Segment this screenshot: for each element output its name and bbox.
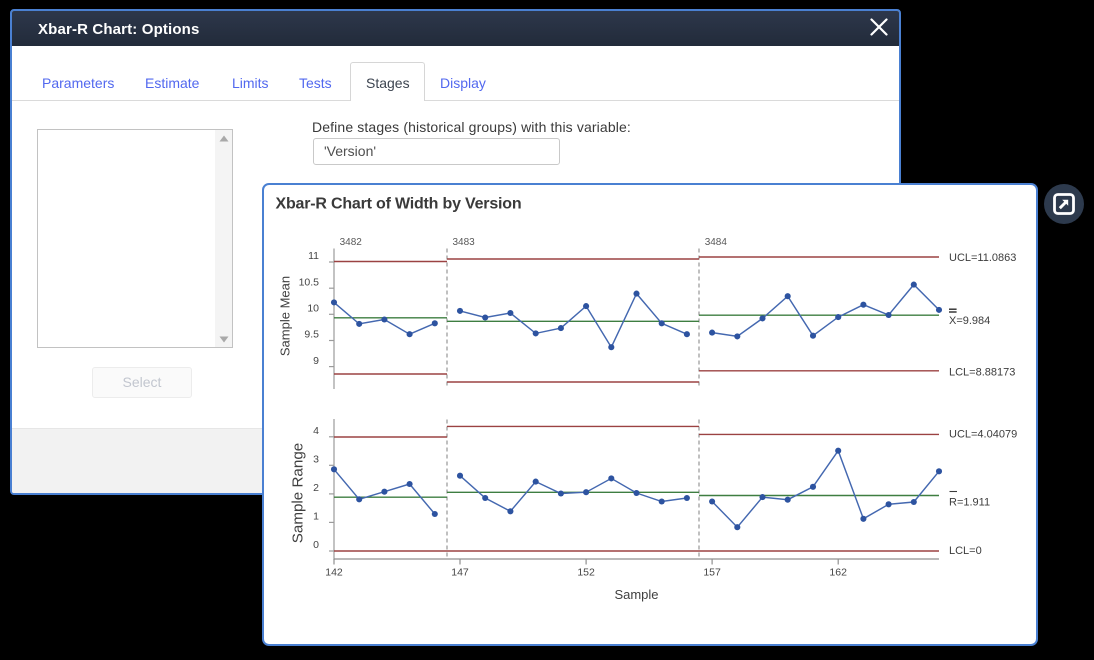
svg-text:10.5: 10.5 (299, 276, 320, 288)
svg-text:3482: 3482 (340, 237, 363, 248)
svg-text:1: 1 (313, 511, 319, 523)
svg-text:142: 142 (325, 567, 343, 579)
svg-text:9: 9 (313, 355, 319, 367)
svg-text:162: 162 (829, 567, 847, 579)
svg-text:3483: 3483 (453, 237, 476, 248)
svg-text:157: 157 (703, 567, 721, 579)
svg-text:Sample Mean: Sample Mean (277, 276, 292, 356)
svg-text:UCL=4.04079: UCL=4.04079 (949, 429, 1017, 441)
svg-text:LCL=8.88173: LCL=8.88173 (949, 367, 1015, 379)
svg-text:Sample Range: Sample Range (290, 443, 307, 543)
svg-text:X=9.984: X=9.984 (949, 315, 990, 327)
svg-text:11: 11 (308, 250, 319, 262)
svg-text:10: 10 (307, 303, 319, 315)
svg-text:9.5: 9.5 (304, 329, 319, 341)
svg-text:UCL=11.0863: UCL=11.0863 (949, 252, 1016, 264)
svg-text:R=1.911: R=1.911 (949, 497, 990, 509)
svg-text:3484: 3484 (705, 237, 728, 248)
svg-text:152: 152 (577, 567, 595, 579)
svg-text:4: 4 (313, 425, 319, 437)
svg-text:Sample: Sample (614, 587, 658, 602)
svg-text:0: 0 (313, 539, 319, 551)
svg-text:3: 3 (313, 454, 319, 466)
svg-text:2: 2 (313, 482, 319, 494)
svg-text:LCL=0: LCL=0 (949, 545, 982, 557)
svg-text:147: 147 (451, 567, 469, 579)
svg-text:Xbar-R Chart of Width by Versi: Xbar-R Chart of Width by Version (276, 196, 522, 213)
